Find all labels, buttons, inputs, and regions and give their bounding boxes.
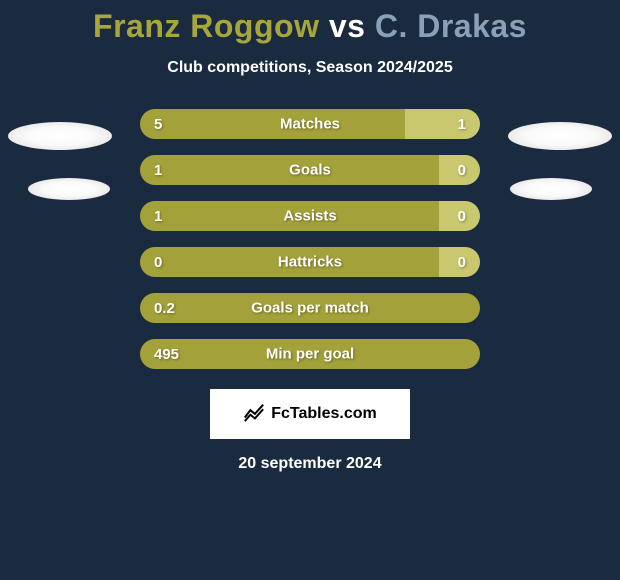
player1-name: Franz Roggow (93, 8, 319, 44)
stat-value-left: 0.2 (154, 300, 175, 317)
decor-ellipse-mid-left (28, 178, 110, 200)
stat-value-left: 495 (154, 346, 179, 363)
stat-value-left: 1 (154, 162, 162, 179)
stat-label: Assists (283, 208, 336, 225)
stat-label: Min per goal (266, 346, 354, 363)
stat-bar-left: 5 (140, 109, 405, 139)
season-subtitle: Club competitions, Season 2024/2025 (0, 59, 620, 77)
stat-bar-right: 0 (439, 201, 480, 231)
vs-label: vs (329, 8, 366, 44)
stat-value-left: 1 (154, 208, 162, 225)
stat-label: Hattricks (278, 254, 342, 271)
stat-bar-right: 0 (439, 155, 480, 185)
player2-name: C. Drakas (375, 8, 527, 44)
comparison-panel: Franz Roggow vs C. Drakas Club competiti… (0, 0, 620, 473)
decor-ellipse-mid-right (510, 178, 592, 200)
stat-row: 5 1 Matches (140, 109, 480, 139)
stat-rows-container: 5 1 Matches 1 0 Goals 1 0 Assists 0 0 Hattricks 0.2 G… (0, 109, 620, 369)
stat-row: 0 0 Hattricks (140, 247, 480, 277)
stat-bar-right: 0 (439, 247, 480, 277)
stat-bar-right: 1 (405, 109, 480, 139)
stat-value-left: 0 (154, 254, 162, 271)
stat-value-right: 0 (458, 208, 466, 225)
chart-icon (243, 401, 265, 428)
stat-row: 0.2 Goals per match (140, 293, 480, 323)
comparison-title: Franz Roggow vs C. Drakas (0, 8, 620, 45)
stat-label: Goals (289, 162, 331, 179)
stat-row: 1 0 Assists (140, 201, 480, 231)
stat-label: Goals per match (251, 300, 369, 317)
stat-label: Matches (280, 116, 340, 133)
decor-ellipse-top-left (8, 122, 112, 150)
stat-row: 1 0 Goals (140, 155, 480, 185)
stat-value-left: 5 (154, 116, 162, 133)
stat-value-right: 0 (458, 254, 466, 271)
stat-row: 495 Min per goal (140, 339, 480, 369)
stat-value-right: 1 (458, 116, 466, 133)
branding-badge: FcTables.com (210, 389, 410, 439)
branding-text: FcTables.com (271, 405, 377, 423)
decor-ellipse-top-right (508, 122, 612, 150)
date-label: 20 september 2024 (0, 455, 620, 473)
stat-value-right: 0 (458, 162, 466, 179)
